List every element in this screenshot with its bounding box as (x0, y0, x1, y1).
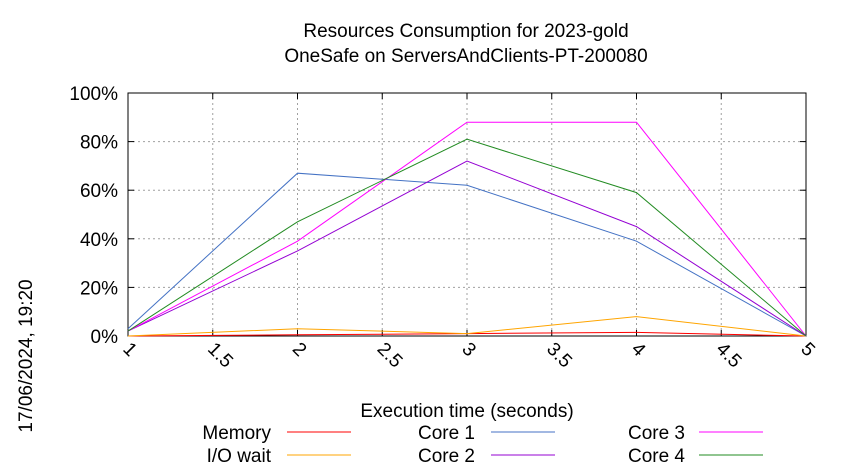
legend-label-core-4: Core 4 (628, 446, 685, 467)
x-tick-label: 4 (627, 339, 650, 362)
x-axis-label: Execution time (seconds) (360, 401, 573, 422)
grid-lines (128, 93, 806, 336)
legend-label-core-2: Core 2 (418, 446, 475, 467)
series-lines (127, 121, 807, 337)
y-tick-label: 60% (80, 181, 118, 202)
legend-label-core-3: Core 3 (628, 423, 685, 444)
series-line-core-1 (127, 172, 807, 337)
x-tick-label: 4.5 (712, 339, 746, 373)
x-tick-label: 5 (796, 339, 818, 361)
y-tick-label: 0% (91, 327, 119, 348)
y-tick-label: 100% (69, 84, 118, 105)
legend-label-core-1: Core 1 (418, 423, 475, 444)
x-tick-label: 3 (457, 339, 479, 361)
x-tick-label: 2 (288, 339, 310, 361)
axis-ticks: 0% 20% 40% 60% 80% 100% 1 1.5 2 2.5 3 3.5 4 4.5 5 (69, 84, 818, 372)
series-line-core-2 (127, 160, 807, 337)
y-tick-label: 20% (80, 278, 118, 299)
y-tick-label: 40% (80, 230, 118, 251)
series-line-core-4 (127, 138, 807, 337)
timestamp-label: 17/06/2024, 19:20 (16, 279, 37, 432)
series-line-core-3 (127, 121, 807, 337)
y-tick-label: 80% (80, 133, 118, 154)
x-tick-label: 3.5 (542, 339, 576, 373)
chart-title-line-2: OneSafe on ServersAndClients-PT-200080 (284, 46, 647, 67)
series-line-i-o-wait (127, 316, 807, 337)
x-tick-label: 2.5 (373, 339, 407, 373)
legend-label-i-o-wait: I/O wait (207, 446, 272, 467)
x-tick-label: 1.5 (203, 339, 237, 373)
x-tick-label: 1 (118, 339, 140, 361)
chart-title-line-1: Resources Consumption for 2023-gold (303, 21, 628, 42)
legend-label-memory: Memory (202, 423, 271, 444)
